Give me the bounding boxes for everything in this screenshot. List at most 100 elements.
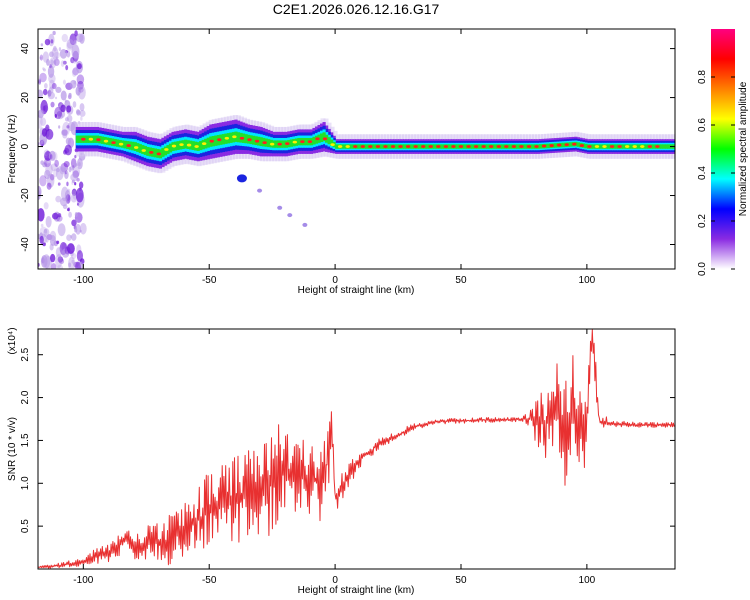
noise-blob [43, 149, 50, 157]
ridge-core [466, 145, 471, 148]
noise-blob [63, 149, 67, 155]
ridge-core [428, 145, 433, 148]
ridge-core [398, 145, 403, 148]
noise-blob [63, 167, 67, 172]
ridge-band [508, 144, 513, 149]
noise-blob [44, 159, 48, 166]
ridge-band [244, 134, 248, 144]
snr-x-label: Height of straight line (km) [298, 585, 415, 596]
noise-blob [77, 85, 86, 100]
noise-blob [79, 110, 86, 117]
ridge-band [138, 144, 142, 153]
y-tick-label: 2.0 [20, 390, 31, 404]
noise-blob [72, 166, 81, 178]
noise-blob [54, 113, 57, 118]
ridge-core [564, 143, 569, 146]
noise-blob [64, 171, 67, 175]
ridge-band [584, 143, 588, 149]
noise-blob [65, 64, 69, 71]
x-tick-label: 50 [455, 275, 467, 286]
ridge-band [664, 144, 669, 149]
ridge-band [214, 135, 218, 146]
noise-blob [40, 43, 44, 47]
x-tick-label: 0 [332, 275, 338, 286]
noise-blob [79, 103, 85, 112]
noise-blob [49, 79, 55, 90]
spectrogram-y-axis: -40 -20 0 20 40 [20, 43, 675, 252]
noise-blob [65, 117, 69, 122]
ridge-band [501, 144, 505, 149]
noise-blob [60, 60, 65, 67]
noise-blob [79, 222, 87, 235]
noise-blob [75, 218, 79, 222]
ridge-core [232, 135, 237, 139]
noise-blob [39, 117, 47, 127]
noise-blob [73, 80, 77, 85]
ridge-core [88, 137, 94, 141]
ridge-band [629, 144, 633, 149]
ridge-core [594, 145, 600, 148]
ridge-core [81, 137, 86, 141]
noise-blob [44, 82, 48, 89]
noise-blob [59, 110, 66, 118]
noise-blob [49, 173, 55, 181]
ridge-core [133, 146, 139, 149]
ridge-band [486, 144, 490, 149]
noise-blob [57, 182, 61, 186]
spectrogram-marks [38, 30, 675, 269]
noise-blob [45, 215, 52, 228]
noise-blob [50, 163, 58, 172]
ridge-band [455, 144, 460, 149]
noise-blob [44, 169, 51, 180]
ridge-band [304, 137, 309, 146]
ridge-core [345, 145, 350, 148]
ridge-band [523, 144, 528, 149]
ridge-core [179, 143, 184, 146]
secondary-blob [277, 205, 283, 210]
secondary-blob [287, 213, 293, 218]
ridge-core [194, 145, 199, 148]
noise-blob [50, 263, 57, 269]
noise-blob [40, 223, 44, 228]
noise-blob [54, 106, 63, 120]
ridge-band [335, 144, 339, 149]
ridge-band [146, 147, 150, 156]
noise-blob [43, 229, 48, 234]
noise-blob [55, 56, 59, 61]
noise-blob [42, 105, 46, 111]
noise-blob [55, 166, 64, 181]
noise-blob [78, 181, 84, 189]
noise-blob [63, 160, 70, 168]
x-tick-label: 100 [579, 575, 596, 586]
noise-blob [69, 234, 73, 239]
noise-blob [72, 170, 80, 179]
noise-blob [69, 79, 77, 89]
ridge-band [312, 136, 316, 145]
noise-blob [39, 175, 47, 187]
noise-blob [38, 78, 42, 81]
y-tick-label: 0.5 [20, 519, 31, 533]
spectrogram-x-label: Height of straight line (km) [298, 285, 415, 296]
ridge-band [365, 144, 369, 149]
noise-blob [48, 73, 56, 84]
x-tick-label: 50 [455, 575, 467, 586]
noise-blob [65, 137, 71, 145]
ridge-core [541, 144, 547, 148]
ridge-band [100, 136, 105, 144]
ridge-band [342, 144, 346, 149]
snr-y-multiplier: (x10⁴) [7, 327, 18, 354]
ridge-band [108, 137, 112, 146]
noise-blob [60, 104, 66, 113]
ridge-band [440, 144, 445, 149]
ridge-band [161, 148, 165, 157]
y-tick-label: 1.0 [20, 476, 31, 490]
noise-blob [38, 208, 45, 222]
noise-blob [72, 101, 77, 108]
noise-blob [64, 170, 69, 179]
ridge-band [322, 132, 326, 142]
ridge-band [576, 142, 581, 147]
noise-blob [75, 261, 81, 269]
ridge-core [330, 143, 335, 146]
ridge-core [443, 145, 449, 148]
ridge-band [418, 144, 422, 149]
